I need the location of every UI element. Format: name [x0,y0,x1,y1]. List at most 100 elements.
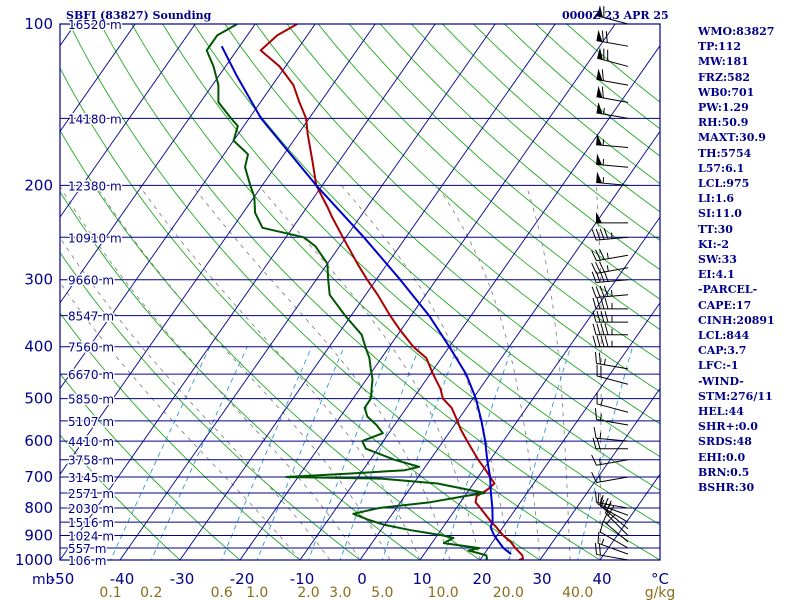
wind-barb [591,248,629,262]
index-item: MAXT:30.9 [698,131,766,145]
isotherm [419,216,660,560]
mixing-ratio-line [577,346,634,560]
index-item: CINH:20891 [698,313,775,327]
isotherm [60,24,256,304]
dry-adiabat [286,24,660,361]
dry-adiabat [379,24,660,271]
pressure-label: 600 [24,432,53,450]
height-label: 2571 m [68,487,114,501]
wind-barb [592,335,628,348]
isotherm [299,44,660,560]
wind-barb [596,101,629,119]
mixing-ratio-label: 0.2 [140,585,162,600]
wind-barb [591,261,629,274]
isotherm [239,24,616,560]
height-label: 3758 m [68,454,114,468]
mixing-ratio-label: 1.0 [246,585,268,600]
height-label: 4410 m [68,435,114,449]
isotherm [60,24,436,560]
wind-barb [591,472,629,484]
dry-adiabat [60,251,361,560]
mixing-ratio-line [150,346,248,560]
pressure-unit-label: mb [32,572,55,588]
mixing-ratio-line [221,346,313,560]
height-label: 557 m [68,542,106,556]
isotherm [119,24,496,560]
wind-barb [596,392,629,413]
wind-barb [596,171,629,186]
height-label: 10910 m [68,231,122,245]
mixing-ratio-label: 0.6 [211,585,233,600]
temperature-tick-label: -30 [170,570,195,588]
wind-barb [599,520,629,549]
height-label: 9660 m [68,274,114,288]
index-item: TH:5754 [698,146,752,160]
wind-barb [591,270,629,284]
wind-barb [597,531,629,555]
index-item: LCL:844 [698,329,750,343]
isotherm [359,130,660,560]
wind-barb [591,285,629,299]
mixing-ratio-unit-label: g/kg [645,585,676,600]
pressure-label: 400 [24,338,53,356]
wind-barb [594,543,629,561]
index-item: CAPE:17 [698,298,752,312]
index-panel: WMO:83827 TP:112 MW:181 FRZ:582 WB0:701 PW:1.… [698,24,775,495]
index-item: KI:-2 [698,237,729,251]
pressure-label: 700 [24,468,53,486]
dry-adiabat [60,67,541,560]
index-item: -PARCEL- [698,283,758,297]
mixing-ratio-label: 10.0 [428,585,459,600]
index-item: LI:1.6 [698,192,735,206]
index-item: TT:30 [698,222,733,236]
wind-barb [594,408,629,426]
plot-frame [59,23,661,561]
temperature-tick-label: 40 [592,570,611,588]
temperature-tick-label: -10 [290,570,315,588]
wind-barb [592,437,628,450]
pressure-label: 500 [24,390,53,408]
wind-barb [592,323,628,336]
dry-adiabat [60,434,181,560]
wind-barb [596,133,629,149]
index-item: LFC:-1 [698,359,739,373]
isotherm [60,24,196,218]
index-item: SHR+:0.0 [698,420,758,434]
dry-adiabat [317,24,660,331]
index-item: TP:112 [698,40,742,54]
mixing-ratio-label: 0.1 [99,585,121,600]
mixing-ratio-label: 20.0 [493,585,524,600]
index-item: SW:33 [698,253,737,267]
sounding-time: 0000Z 23 APR 25 [562,9,669,22]
index-item: WMO:83827 [698,25,775,38]
index-item: MW:181 [698,55,749,69]
dry-adiabat [193,24,660,458]
mixing-ratio-line [339,346,420,560]
pressure-label: 300 [24,271,53,289]
pressure-label: 900 [24,526,53,544]
dry-adiabat [60,129,481,560]
height-label: 5850 m [68,393,114,407]
index-item: SI:11.0 [698,207,742,221]
mixing-ratio-line [507,346,572,560]
wind-barbs [591,5,629,561]
temperature-tick-label: -20 [230,570,255,588]
index-item: FRZ:582 [698,70,751,84]
index-item: STM:276/11 [698,389,773,403]
diagram-grid [60,24,660,560]
mixing-ratio-line [256,346,345,560]
index-item: L57:6.1 [698,161,745,175]
mixing-ratio-label: 40.0 [562,585,593,600]
moist-adiabat [525,185,571,560]
index-item: -WIND- [698,374,744,388]
dry-adiabat [255,24,660,393]
mixing-ratio-line [381,346,458,560]
wind-barb [596,29,629,47]
dry-adiabat [60,372,241,560]
pressure-label: 100 [24,15,53,33]
pressure-label: 1000 [15,551,53,569]
pressure-label: 800 [24,499,53,517]
index-item: LCL:975 [698,177,750,191]
